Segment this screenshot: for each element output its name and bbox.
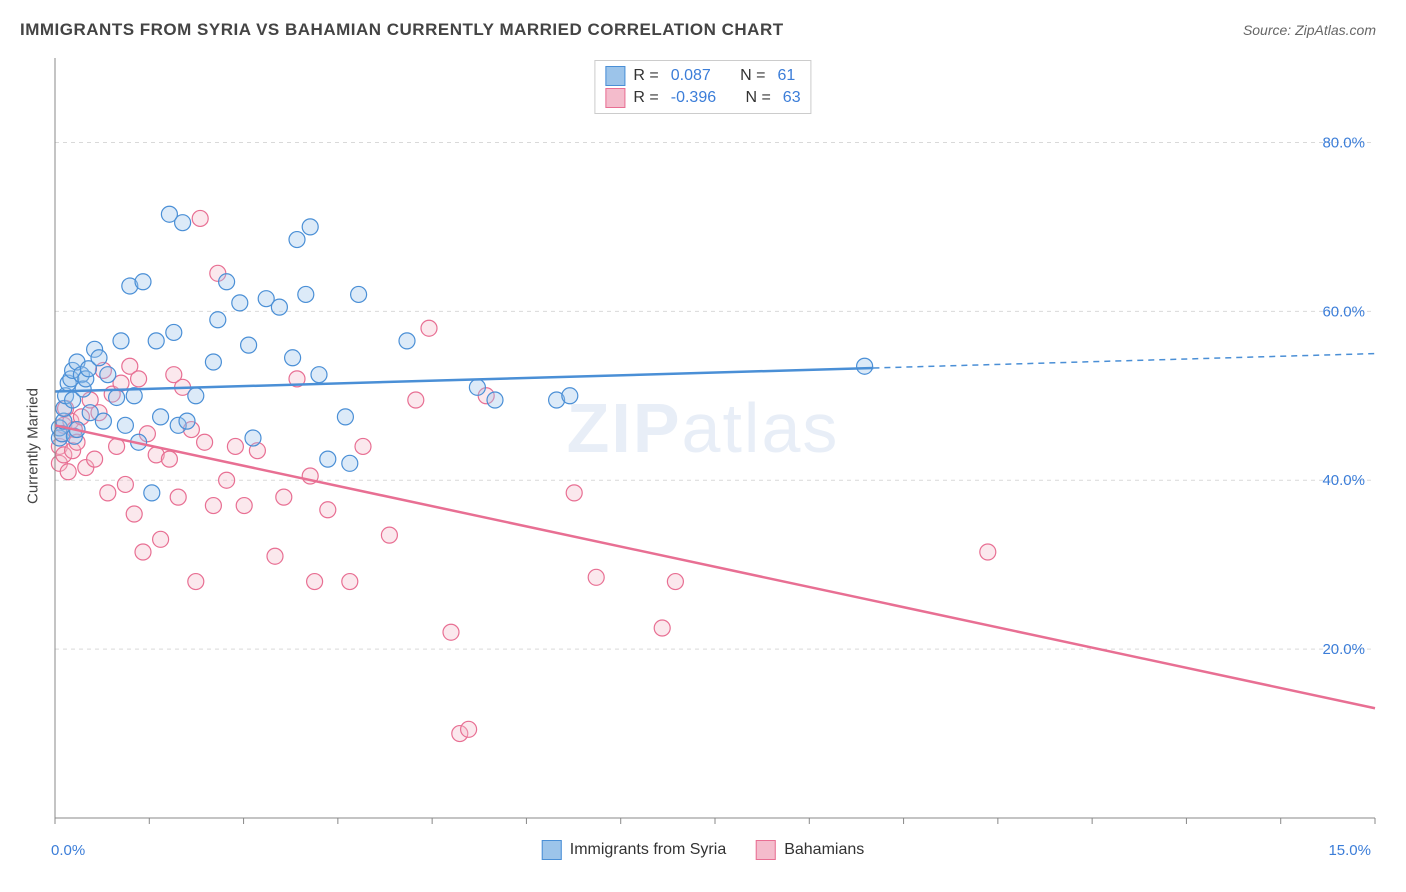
legend-row: R = 0.087 N = 61 xyxy=(605,65,800,87)
svg-text:80.0%: 80.0% xyxy=(1322,134,1365,151)
correlation-legend: R = 0.087 N = 61R = -0.396 N = 63 xyxy=(594,60,811,114)
chart-container: IMMIGRANTS FROM SYRIA VS BAHAMIAN CURREN… xyxy=(0,0,1406,892)
x-axis-min-label: 0.0% xyxy=(51,842,85,859)
legend-swatch-icon xyxy=(542,840,562,860)
legend-swatch-icon xyxy=(605,66,625,86)
legend-swatch-icon xyxy=(756,840,776,860)
legend-swatch-icon xyxy=(605,88,625,108)
legend-row: R = -0.396 N = 63 xyxy=(605,87,800,109)
svg-text:60.0%: 60.0% xyxy=(1322,303,1365,320)
legend-item: Bahamians xyxy=(756,840,864,860)
series-legend: Immigrants from Syria Bahamians xyxy=(542,840,865,860)
legend-item: Immigrants from Syria xyxy=(542,840,726,860)
x-axis-max-label: 15.0% xyxy=(1328,842,1371,859)
svg-text:20.0%: 20.0% xyxy=(1322,641,1365,658)
scatter-chart: 20.0% 40.0% 60.0% 80.0% xyxy=(0,0,1406,892)
svg-text:40.0%: 40.0% xyxy=(1322,472,1365,489)
